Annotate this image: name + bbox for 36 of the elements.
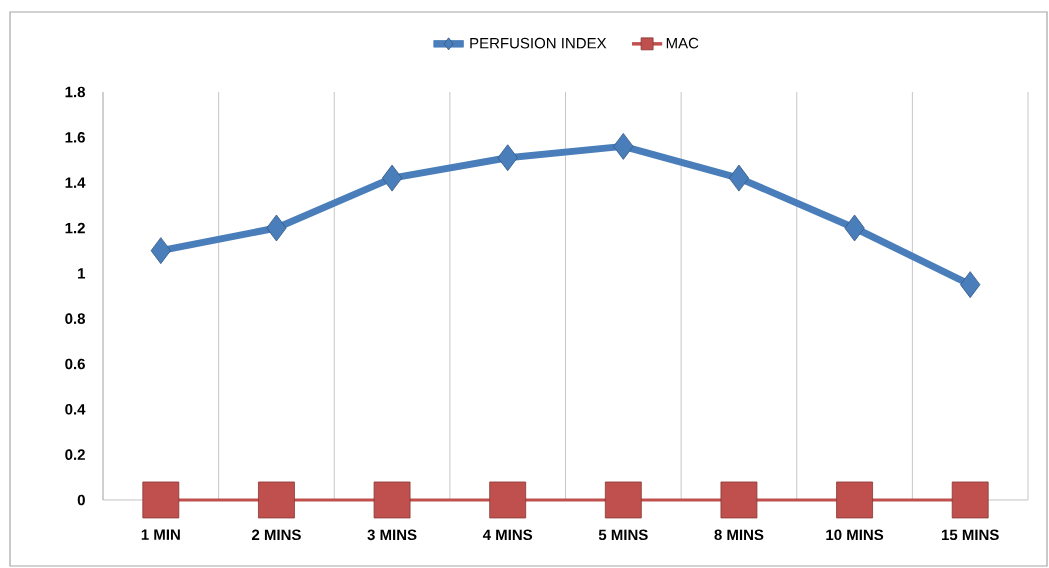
- point: [960, 271, 981, 299]
- point: [381, 164, 403, 192]
- legend-label: PERFUSION INDEX: [470, 37, 607, 49]
- point: [497, 144, 518, 172]
- point: [836, 481, 873, 519]
- x-tick-label: 3 MINS: [367, 529, 417, 541]
- point: [613, 132, 634, 160]
- y-tick-label: 0.6: [65, 358, 85, 370]
- y-tick-label: 1.2: [65, 222, 85, 234]
- point: [150, 237, 171, 265]
- x-tick-label: 4 MINS: [482, 529, 533, 541]
- x-tick-label: 5 MINS: [598, 529, 648, 541]
- point: [373, 481, 411, 519]
- point: [720, 481, 758, 519]
- x-tick-label: 15 MINS: [941, 529, 999, 541]
- x-tick-label: 1 MIN: [141, 529, 180, 540]
- x-tick-label: 10 MINS: [826, 529, 884, 541]
- x-tick-label: 2 MINS: [251, 529, 301, 541]
- point: [266, 214, 287, 242]
- y-tick-label: 0.8: [65, 313, 86, 324]
- y-tick-label: 0.2: [65, 449, 85, 460]
- point: [728, 164, 750, 192]
- point: [142, 481, 180, 519]
- y-tick-label: 1.4: [65, 177, 86, 188]
- point: [489, 481, 527, 519]
- y-tick-label: 0.4: [65, 404, 86, 415]
- point: [604, 481, 642, 519]
- x-tick-label: 8 MINS: [714, 529, 764, 541]
- y-tick-label: 1.8: [65, 86, 86, 98]
- y-tick-label: 1: [78, 268, 86, 279]
- point: [258, 481, 295, 519]
- legend-label: MAC: [666, 37, 699, 49]
- point: [844, 214, 865, 242]
- y-tick-label: 0: [77, 494, 85, 506]
- y-tick-label: 1.6: [65, 132, 85, 143]
- point: [951, 481, 989, 519]
